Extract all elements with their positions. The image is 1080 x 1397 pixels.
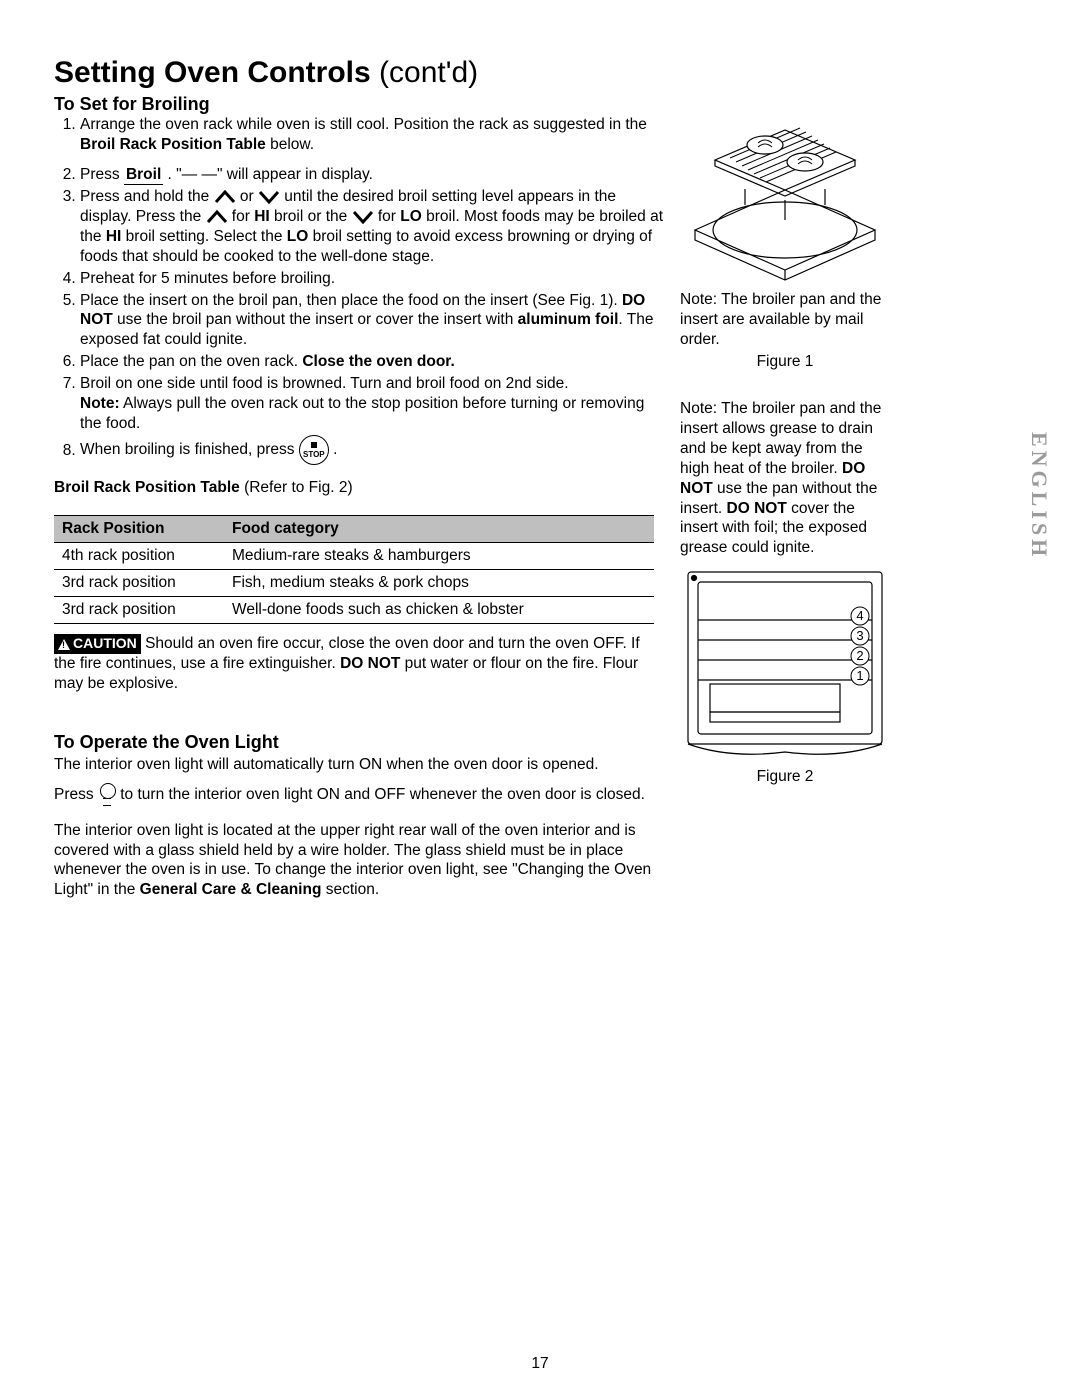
light-para-3: The interior oven light is located at th… [54, 821, 664, 900]
step-1: Arrange the oven rack while oven is stil… [80, 115, 664, 155]
page-number: 17 [531, 1355, 548, 1373]
page-title: Setting Oven Controls (cont'd) [54, 56, 1026, 90]
table-row: 4th rack positionMedium-rare steaks & ha… [54, 543, 654, 570]
table-row: 3rd rack positionFish, medium steaks & p… [54, 570, 654, 597]
warning-triangle-icon [58, 639, 70, 650]
broiling-heading: To Set for Broiling [54, 94, 664, 115]
rack-table-title: Broil Rack Position Table (Refer to Fig.… [54, 479, 664, 497]
broil-key-icon: Broil [124, 165, 163, 186]
rack-label-1: 1 [856, 668, 863, 683]
down-arrow-icon [258, 190, 280, 204]
step-4: Preheat for 5 minutes before broiling. [80, 269, 664, 289]
figure-2-illustration: 4 3 2 1 [680, 564, 890, 764]
title-contd: (cont'd) [371, 56, 478, 89]
light-para-1: The interior oven light will automatical… [54, 755, 664, 775]
caution-block: CAUTION Should an oven fire occur, close… [54, 634, 664, 694]
rack-position-table: Rack Position Food category 4th rack pos… [54, 515, 654, 624]
up-arrow-icon [206, 210, 228, 224]
step-5: Place the insert on the broil pan, then … [80, 291, 664, 350]
figure-1-note: Note: The broiler pan and the insert are… [680, 290, 890, 349]
step-2: Press Broil . "— —" will appear in displ… [80, 165, 664, 186]
figure-2-caption: Figure 2 [680, 768, 890, 786]
stop-icon: STOP [299, 435, 329, 465]
table-row: 3rd rack positionWell-done foods such as… [54, 597, 654, 624]
col-rack: Rack Position [54, 516, 224, 543]
figure-2-note: Note: The broiler pan and the insert all… [680, 399, 890, 558]
title-main: Setting Oven Controls [54, 56, 371, 89]
main-column: To Set for Broiling Arrange the oven rac… [54, 94, 664, 900]
broiling-steps: Arrange the oven rack while oven is stil… [54, 115, 664, 465]
figure-1-caption: Figure 1 [680, 353, 890, 371]
light-bulb-icon [98, 783, 116, 807]
step-8: When broiling is finished, press STOP . [80, 435, 664, 465]
table-header-row: Rack Position Food category [54, 516, 654, 543]
rack-label-2: 2 [856, 648, 863, 663]
oven-light-heading: To Operate the Oven Light [54, 732, 664, 753]
step-6: Place the pan on the oven rack. Close th… [80, 352, 664, 372]
step-3: Press and hold the or until the desired … [80, 187, 664, 266]
english-tab: ENGLISH [1026, 432, 1052, 560]
caution-badge: CAUTION [54, 634, 141, 654]
figure-1-illustration [680, 90, 890, 290]
rack-label-4: 4 [856, 608, 863, 623]
right-column: Note: The broiler pan and the insert are… [680, 90, 890, 786]
step-7: Broil on one side until food is browned.… [80, 374, 664, 433]
down-arrow-icon [352, 210, 374, 224]
rack-label-3: 3 [856, 628, 863, 643]
light-para-2: Press to turn the interior oven light ON… [54, 783, 664, 807]
col-food: Food category [224, 516, 654, 543]
up-arrow-icon [214, 190, 236, 204]
